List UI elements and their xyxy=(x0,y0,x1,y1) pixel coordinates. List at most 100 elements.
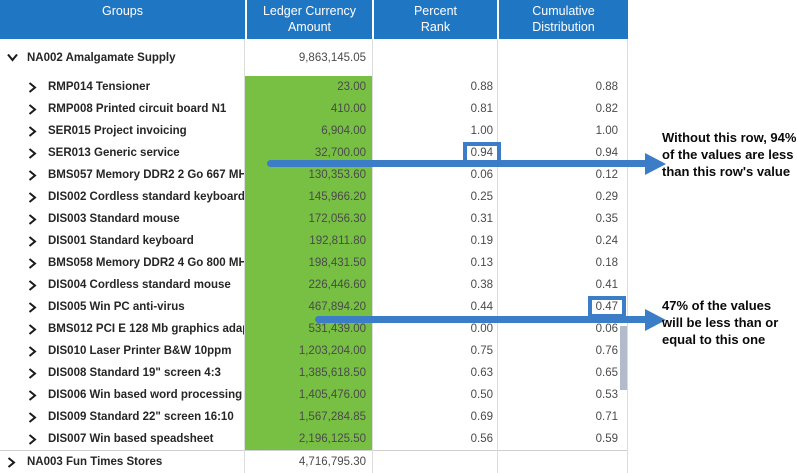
group-label: NA003 Fun Times Stores xyxy=(27,456,163,468)
table-row[interactable]: NA003 Fun Times Stores 4,716,795.30 xyxy=(0,450,628,473)
column-header-label: Cumulative xyxy=(532,4,595,18)
percent-rank-value: 0.88 xyxy=(470,81,493,93)
column-header-cumulative-distribution[interactable]: Cumulative Distribution xyxy=(497,0,628,39)
chevron-right-icon[interactable] xyxy=(28,367,41,379)
percent-rank-cell: 1.00 xyxy=(372,120,497,142)
column-header-label: Rank xyxy=(420,20,451,34)
chevron-right-icon[interactable] xyxy=(28,345,41,357)
table-row[interactable]: DIS008 Standard 19" screen 4:3 1,385,618… xyxy=(0,362,628,384)
ledger-amount-value: 172,056.30 xyxy=(308,213,366,225)
column-divider xyxy=(627,39,628,473)
ledger-amount-cell: 1,405,476.00 xyxy=(245,384,372,406)
column-header-label: Percent xyxy=(413,4,458,18)
group-cell: SER015 Project invoicing xyxy=(0,120,245,142)
column-header-percent-rank[interactable]: Percent Rank xyxy=(372,0,497,39)
chevron-right-icon[interactable] xyxy=(28,433,41,445)
percent-rank-value: 1.00 xyxy=(470,125,493,137)
annotation-note-1: Without this row, 94% of the values are … xyxy=(662,130,797,179)
table-row[interactable]: DIS009 Standard 22" screen 16:10 1,567,2… xyxy=(0,406,628,428)
percent-rank-cell xyxy=(372,451,497,473)
chevron-right-icon[interactable] xyxy=(28,147,41,159)
table-row[interactable]: DIS006 Win based word processing 1,405,4… xyxy=(0,384,628,406)
percent-rank-value: 0.06 xyxy=(470,169,493,181)
percent-rank-value: 0.69 xyxy=(470,411,493,423)
ledger-amount-value: 9,863,145.05 xyxy=(298,51,366,64)
percent-rank-value: 0.44 xyxy=(470,301,493,313)
chevron-right-icon[interactable] xyxy=(7,456,20,468)
ledger-amount-value: 1,385,618.50 xyxy=(298,367,366,379)
percent-rank-value: 0.38 xyxy=(470,279,493,291)
table-row[interactable]: DIS004 Cordless standard mouse 226,446.6… xyxy=(0,274,628,296)
group-cell: BMS058 Memory DDR2 4 Go 800 MHz xyxy=(0,252,253,274)
table-row[interactable]: DIS002 Cordless standard keyboard 145,96… xyxy=(0,186,628,208)
column-divider xyxy=(372,39,373,473)
group-label: BMS012 PCI E 128 Mb graphics adapter xyxy=(48,323,265,335)
ledger-amount-cell: 145,966.20 xyxy=(245,186,372,208)
table-row[interactable]: BMS057 Memory DDR2 2 Go 667 MHz 130,353.… xyxy=(0,164,628,186)
group-cell: SER013 Generic service xyxy=(0,142,245,164)
chevron-right-icon[interactable] xyxy=(28,169,41,181)
group-label: DIS007 Win based speadsheet xyxy=(48,433,214,445)
cumulative-distribution-cell: 0.88 xyxy=(497,76,628,98)
ledger-amount-cell: 172,056.30 xyxy=(245,208,372,230)
chevron-right-icon[interactable] xyxy=(28,81,41,93)
chevron-right-icon[interactable] xyxy=(28,103,41,115)
column-header-groups[interactable]: Groups xyxy=(0,0,245,39)
table-row[interactable]: RMP008 Printed circuit board N1 410.00 0… xyxy=(0,98,628,120)
cumulative-distribution-value: 0.88 xyxy=(595,81,618,93)
table-row[interactable]: DIS003 Standard mouse 172,056.30 0.31 0.… xyxy=(0,208,628,230)
group-label: DIS005 Win PC anti-virus xyxy=(48,301,185,313)
percent-rank-cell: 0.69 xyxy=(372,406,497,428)
highlighted-cumulative-value: 0.47 xyxy=(587,296,626,318)
group-cell: DIS005 Win PC anti-virus xyxy=(0,296,245,318)
table-row[interactable]: NA002 Amalgamate Supply 9,863,145.05 xyxy=(0,39,628,76)
chevron-right-icon[interactable] xyxy=(28,323,41,335)
chevron-right-icon[interactable] xyxy=(28,213,41,225)
table-row[interactable]: SER013 Generic service 32,700.00 0.94 0.… xyxy=(0,142,628,164)
chevron-right-icon[interactable] xyxy=(28,279,41,291)
table-row[interactable]: DIS001 Standard keyboard 192,811.80 0.19… xyxy=(0,230,628,252)
chevron-right-icon[interactable] xyxy=(28,301,41,313)
chevron-right-icon[interactable] xyxy=(28,257,41,269)
table-row[interactable]: DIS007 Win based speadsheet 2,196,125.50… xyxy=(0,428,628,450)
group-cell: NA002 Amalgamate Supply xyxy=(0,39,245,76)
vertical-scrollbar-thumb[interactable] xyxy=(620,326,627,390)
chevron-right-icon[interactable] xyxy=(28,191,41,203)
ledger-amount-cell: 6,904.00 xyxy=(245,120,372,142)
cumulative-distribution-value: 0.41 xyxy=(595,279,618,291)
cumulative-distribution-value: 0.71 xyxy=(595,411,618,423)
chevron-right-icon[interactable] xyxy=(28,389,41,401)
percent-rank-value: 0.25 xyxy=(470,191,493,203)
percent-rank-cell: 0.50 xyxy=(372,384,497,406)
ledger-amount-value: 32,700.00 xyxy=(314,147,366,159)
percent-rank-value: 0.81 xyxy=(470,103,493,115)
group-cell: RMP014 Tensioner xyxy=(0,76,245,98)
cumulative-distribution-cell: 0.65 xyxy=(497,362,628,384)
chevron-down-icon[interactable] xyxy=(7,53,20,62)
table-row[interactable]: DIS010 Laser Printer B&W 10ppm 1,203,204… xyxy=(0,340,628,362)
table-row[interactable]: BMS012 PCI E 128 Mb graphics adapter 531… xyxy=(0,318,628,340)
group-cell: DIS009 Standard 22" screen 16:10 xyxy=(0,406,245,428)
ledger-amount-value: 1,203,204.00 xyxy=(298,345,366,357)
table-row[interactable]: BMS058 Memory DDR2 4 Go 800 MHz 198,431.… xyxy=(0,252,628,274)
group-cell: NA003 Fun Times Stores xyxy=(0,451,245,473)
group-label: SER013 Generic service xyxy=(48,147,180,159)
table-row[interactable]: DIS005 Win PC anti-virus 467,894.20 0.44… xyxy=(0,296,628,318)
column-header-ledger-currency-amount[interactable]: Ledger Currency Amount xyxy=(245,0,372,39)
ledger-amount-value: 198,431.50 xyxy=(308,257,366,269)
ledger-amount-cell: 2,196,125.50 xyxy=(245,428,372,450)
table-row[interactable]: RMP014 Tensioner 23.00 0.88 0.88 xyxy=(0,76,628,98)
chevron-right-icon[interactable] xyxy=(28,125,41,137)
chevron-right-icon[interactable] xyxy=(28,411,41,423)
chevron-right-icon[interactable] xyxy=(28,235,41,247)
cumulative-distribution-cell: 0.76 xyxy=(497,340,628,362)
cumulative-distribution-cell xyxy=(497,451,628,473)
ledger-amount-value: 4,716,795.30 xyxy=(298,456,366,468)
table-row[interactable]: SER015 Project invoicing 6,904.00 1.00 1… xyxy=(0,120,628,142)
group-cell: RMP008 Printed circuit board N1 xyxy=(0,98,245,120)
percent-rank-cell: 0.25 xyxy=(372,186,497,208)
annotation-arrow-1 xyxy=(267,160,646,167)
cumulative-distribution-value: 0.94 xyxy=(595,147,618,159)
percent-rank-value: 0.75 xyxy=(470,345,493,357)
